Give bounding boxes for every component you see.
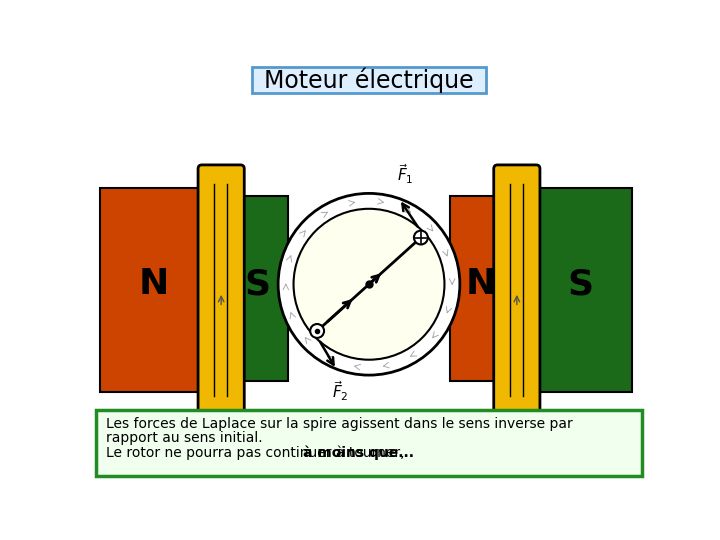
FancyBboxPatch shape bbox=[96, 410, 642, 476]
Text: +: + bbox=[499, 426, 518, 446]
Bar bbox=[99, 188, 211, 392]
Text: N: N bbox=[138, 267, 168, 301]
Text: rapport au sens initial.: rapport au sens initial. bbox=[106, 431, 262, 446]
FancyBboxPatch shape bbox=[198, 165, 244, 415]
Text: −: − bbox=[219, 424, 240, 448]
Text: Le rotor ne pourra pas continuer à tourner,: Le rotor ne pourra pas continuer à tourn… bbox=[106, 446, 408, 460]
Text: $\vec{F}_1$: $\vec{F}_1$ bbox=[397, 163, 414, 186]
Circle shape bbox=[294, 209, 444, 360]
Text: à moins que...: à moins que... bbox=[303, 446, 414, 460]
Text: +: + bbox=[203, 426, 222, 446]
FancyBboxPatch shape bbox=[494, 165, 540, 415]
FancyBboxPatch shape bbox=[252, 67, 486, 93]
Text: N: N bbox=[465, 267, 496, 301]
Text: $\vec{F}_2$: $\vec{F}_2$ bbox=[332, 380, 348, 403]
Circle shape bbox=[310, 324, 324, 338]
Text: S: S bbox=[567, 267, 594, 301]
Text: −: − bbox=[515, 424, 536, 448]
Text: Moteur électrique: Moteur électrique bbox=[264, 68, 474, 93]
Text: Les forces de Laplace sur la spire agissent dans le sens inverse par: Les forces de Laplace sur la spire agiss… bbox=[106, 417, 572, 430]
Bar bbox=[521, 188, 632, 392]
Circle shape bbox=[278, 193, 460, 375]
Text: S: S bbox=[244, 267, 271, 301]
Bar bbox=[450, 195, 511, 381]
Bar bbox=[227, 195, 288, 381]
Circle shape bbox=[414, 231, 428, 245]
